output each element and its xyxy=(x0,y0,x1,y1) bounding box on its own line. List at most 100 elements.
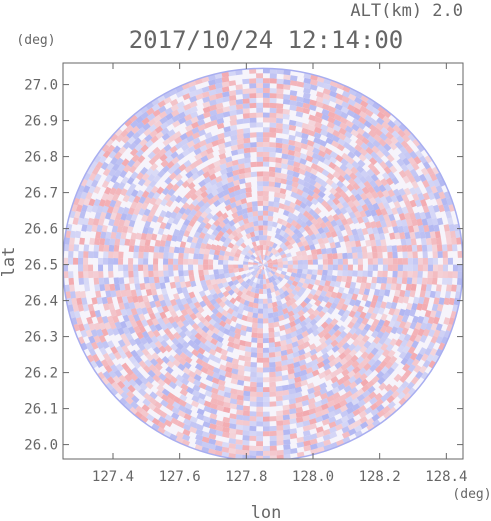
heatmap-cell xyxy=(429,290,436,299)
heatmap-cell xyxy=(286,279,294,286)
heatmap-cell xyxy=(241,208,248,215)
heatmap-cell xyxy=(235,274,242,281)
heatmap-cell xyxy=(284,282,291,289)
heatmap-cell xyxy=(131,395,140,404)
heatmap-cell xyxy=(83,323,91,332)
heatmap-cell xyxy=(269,132,277,138)
heatmap-cell xyxy=(297,343,305,351)
heatmap-cell xyxy=(260,254,263,260)
heatmap-cell xyxy=(266,272,272,279)
heatmap-cell xyxy=(274,331,281,338)
heatmap-cell xyxy=(83,264,89,272)
heatmap-cell xyxy=(163,193,172,202)
heatmap-cell xyxy=(263,357,270,363)
heatmap-cell xyxy=(208,428,217,435)
heatmap-cell xyxy=(387,171,396,180)
heatmap-cell xyxy=(243,261,249,265)
heatmap-cell xyxy=(229,119,238,126)
heatmap-cell xyxy=(183,108,192,116)
heatmap-cell xyxy=(208,348,217,356)
heatmap-cell xyxy=(406,277,413,285)
heatmap-cell xyxy=(409,150,418,159)
heatmap-cell xyxy=(313,132,322,139)
heatmap-cell xyxy=(193,142,202,150)
heatmap-cell xyxy=(124,350,133,359)
heatmap-cell xyxy=(222,406,231,414)
heatmap-cell xyxy=(446,244,453,252)
heatmap-cell xyxy=(161,132,170,141)
heatmap-cell xyxy=(274,278,281,285)
heatmap-cell xyxy=(215,97,224,105)
heatmap-cell xyxy=(411,340,419,349)
heatmap-cell xyxy=(256,367,263,373)
heatmap-cell xyxy=(122,314,130,323)
heatmap-cell xyxy=(212,283,219,290)
heatmap-cell xyxy=(183,270,189,277)
heatmap-cell xyxy=(372,419,381,428)
heatmap-cell xyxy=(219,364,227,372)
heatmap-cell xyxy=(274,346,282,353)
heatmap-cell xyxy=(355,240,362,248)
heatmap-cell xyxy=(406,302,413,311)
heatmap-cell xyxy=(88,348,97,357)
heatmap-cell xyxy=(317,331,326,339)
heatmap-cell xyxy=(256,171,263,177)
heatmap-cell xyxy=(235,89,243,95)
heatmap-cell xyxy=(251,332,258,338)
heatmap-cell xyxy=(353,371,362,380)
heatmap-cell xyxy=(335,303,343,311)
heatmap-cell xyxy=(374,365,384,374)
heatmap-cell xyxy=(219,250,226,256)
heatmap-cell xyxy=(63,271,69,279)
heatmap-cell xyxy=(130,171,139,180)
heatmap-cell xyxy=(146,214,154,223)
heatmap-cell xyxy=(238,178,246,185)
heatmap-cell xyxy=(140,376,149,385)
heatmap-cell xyxy=(263,181,270,187)
heatmap-cell xyxy=(348,428,357,436)
heatmap-cell xyxy=(359,311,367,320)
heatmap-cell xyxy=(332,258,338,265)
heatmap-cell xyxy=(320,124,329,132)
heatmap-cell xyxy=(234,194,242,202)
heatmap-cell xyxy=(327,258,333,265)
heatmap-cell xyxy=(380,127,389,136)
heatmap-cell xyxy=(88,251,94,259)
y-tick-label: 26.4 xyxy=(24,294,58,310)
heatmap-cell xyxy=(331,345,340,353)
heatmap-cell xyxy=(263,215,269,221)
heatmap-cell xyxy=(275,390,283,397)
heatmap-cell xyxy=(216,122,225,130)
heatmap-cell xyxy=(241,314,248,322)
heatmap-cell xyxy=(258,225,263,231)
heatmap-cell xyxy=(82,303,90,312)
heatmap-cell xyxy=(383,201,391,210)
heatmap-cell xyxy=(397,264,403,272)
heatmap-cell xyxy=(219,235,227,243)
heatmap-cell xyxy=(250,147,257,153)
heatmap-cell xyxy=(263,333,269,339)
heatmap-cell xyxy=(68,257,74,265)
heatmap-cell xyxy=(276,430,284,436)
heatmap-cell xyxy=(146,113,156,121)
heatmap-cell xyxy=(242,118,250,124)
heatmap-cell xyxy=(409,187,417,196)
heatmap-cell xyxy=(150,288,158,296)
heatmap-cell xyxy=(373,134,382,143)
heatmap-cell xyxy=(342,436,351,444)
heatmap-cell xyxy=(362,395,372,404)
heatmap-cell xyxy=(267,297,273,304)
heatmap-cell xyxy=(201,196,210,204)
heatmap-cell xyxy=(269,445,277,451)
heatmap-cell xyxy=(363,180,372,189)
heatmap-cell xyxy=(207,323,216,332)
heatmap-cell xyxy=(305,273,312,280)
heatmap-cell xyxy=(194,247,200,255)
heatmap-cell xyxy=(383,355,392,364)
y-axis-ticks: 26.026.126.226.326.426.526.626.726.826.9… xyxy=(24,78,463,454)
heatmap-cell xyxy=(208,79,216,86)
heatmap-cell xyxy=(233,287,240,294)
heatmap-cell xyxy=(190,111,199,119)
heatmap-cell xyxy=(156,305,164,314)
heatmap-cell xyxy=(356,394,366,402)
